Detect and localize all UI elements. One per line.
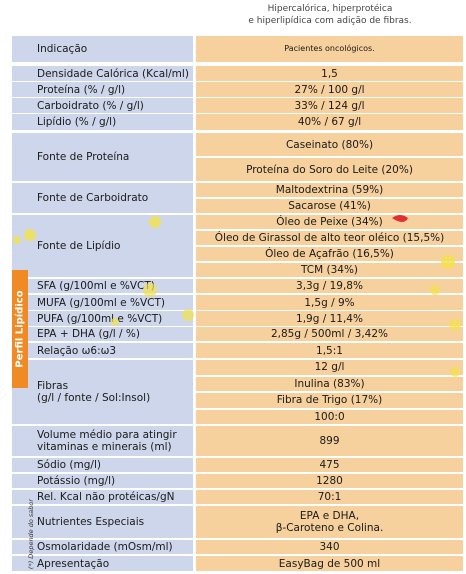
row-label: Rel. Kcal não protéicas/gN [12, 490, 193, 504]
row-value: 1,9g / 11,4% [196, 311, 463, 326]
row-label: Fonte de Proteína [12, 133, 193, 181]
row-value: EasyBag de 500 ml [196, 556, 463, 571]
label-line: Indicação [37, 43, 88, 55]
label-line: Fonte de Lipídio [37, 240, 121, 252]
row-value: Óleo de Açafrão (16,5%) [196, 247, 463, 261]
row-value: TCM (34%) [196, 263, 463, 277]
side-label-text: Perfil Lipídico [14, 290, 26, 368]
row-label: Potássio (mg/l) [12, 474, 193, 488]
row-label: Lipídio (% / g/l) [12, 114, 193, 130]
row-label: MUFA (g/100ml e %VCT) [12, 295, 193, 310]
footnote: (*) Depende do sabor [27, 498, 36, 570]
row-value: 1,5g / 9% [196, 295, 463, 310]
row-label: Densidade Calórica (Kcal/ml) [12, 66, 193, 81]
label-line: Potássio (mg/l) [37, 475, 116, 487]
row-value: Proteína do Soro do Leite (20%) [196, 158, 463, 181]
row-label: Carboidrato (% / g/l) [12, 98, 193, 113]
label-line: Sódio (mg/l) [37, 459, 101, 471]
row-value: 1,5:1 [196, 343, 463, 358]
row-label: SFA (g/100ml e %VCT) [12, 279, 193, 293]
row-label: Apresentação [12, 556, 193, 571]
label-line: Densidade Calórica (Kcal/ml) [37, 67, 189, 80]
label-line: PUFA (g/100ml e %VCT) [37, 312, 163, 325]
row-value: 40% / 67 g/l [196, 114, 463, 130]
row-value: 475 [196, 458, 463, 472]
row-value: Sacarose (41%) [196, 199, 463, 213]
row-label: Fonte de Carboidrato [12, 183, 193, 213]
row-value: Óleo de Peixe (34%) [196, 215, 463, 229]
row-value: 1280 [196, 474, 463, 488]
row-value: 2,85g / 500ml / 3,42% [196, 327, 463, 341]
label-line: Fonte de Carboidrato [37, 192, 149, 204]
label-line: SFA (g/100ml e %VCT) [37, 280, 155, 292]
row-value: 27% / 100 g/l [196, 82, 463, 97]
row-label: Osmolaridade (mOsm/ml) [12, 540, 193, 554]
label-line: Rel. Kcal não protéicas/gN [37, 491, 175, 503]
row-label: Proteína (% / g/l) [12, 82, 193, 97]
row-label: PUFA (g/100ml e %VCT) [12, 311, 193, 326]
row-value: 340 [196, 540, 463, 554]
label-line: Fonte de Proteína [37, 151, 130, 163]
header-line: e hiperlipídica com adição de fibras. [248, 16, 412, 26]
label-line: MUFA (g/100ml e %VCT) [37, 296, 165, 309]
row-label: Fibras (g/l / fonte / Sol:Insol) [12, 360, 193, 424]
label-line: vitaminas e minerais (ml) [37, 441, 172, 453]
row-value: 100:0 [196, 409, 463, 424]
row-value: EPA e DHA, β-Caroteno e Colina. [196, 506, 463, 538]
row-value: 899 [196, 426, 463, 456]
row-label: EPA + DHA (g/l / %) [12, 327, 193, 341]
label-line: Carboidrato (% / g/l) [37, 99, 144, 112]
row-label: Relação ω6:ω3 [12, 343, 193, 358]
row-value: 12 g/l [196, 360, 463, 375]
row-value: Caseinato (80%) [196, 133, 463, 156]
row-label: Volume médio para atingir vitaminas e min… [12, 426, 193, 456]
label-line: EPA + DHA (g/l / %) [37, 328, 140, 340]
row-value: Inulina (83%) [196, 376, 463, 391]
row-value: Maltodextrina (59%) [196, 183, 463, 197]
label-line: Nutrientes Especiais [37, 516, 145, 528]
label-line: (g/l / fonte / Sol:Insol) [37, 392, 151, 404]
row-value: 33% / 124 g/l [196, 98, 463, 113]
header: Hipercalórica, hiperprotéica e hiperlipí… [200, 3, 460, 27]
label-line: Relação ω6:ω3 [37, 344, 117, 357]
label-line: Osmolaridade (mOsm/ml) [37, 541, 173, 553]
row-value: 70:1 [196, 490, 463, 504]
row-label: Fonte de Lipídio [12, 215, 193, 277]
label-line: Lipídio (% / g/l) [37, 116, 117, 128]
row-value: Fibra de Trigo (17%) [196, 393, 463, 408]
row-label: Sódio (mg/l) [12, 458, 193, 472]
label-line: Proteína (% / g/l) [37, 83, 126, 96]
row-label: Nutrientes Especiais [12, 506, 193, 538]
row-value: Pacientes oncológicos. [196, 36, 463, 62]
side-label: Perfil Lipídico [12, 270, 28, 388]
row-label: Indicação [12, 36, 193, 62]
label-line: Apresentação [37, 557, 110, 570]
header-line: Hipercalórica, hiperprotéica [267, 4, 393, 14]
label-line: Volume médio para atingir [37, 429, 177, 441]
row-value: Óleo de Girassol de alto teor oléico (15… [196, 231, 463, 245]
row-value: 1,5 [196, 66, 463, 81]
row-value: 3,3g / 19,8% [196, 279, 463, 293]
label-line: Fibras [37, 380, 69, 392]
